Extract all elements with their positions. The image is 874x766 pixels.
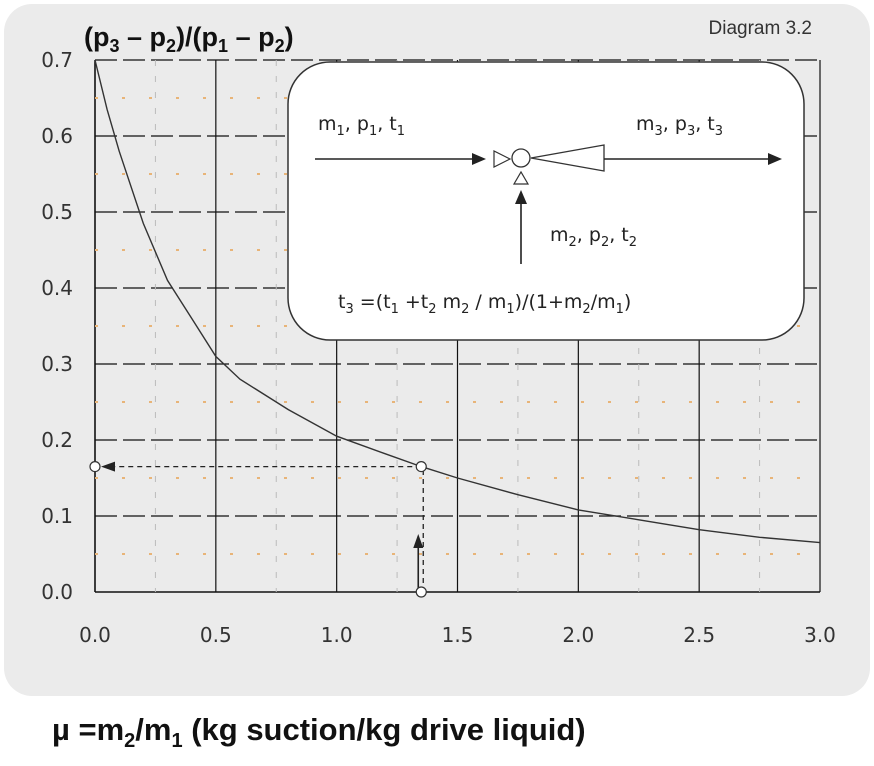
guide-arrow-head-left [101,461,115,472]
y-axis-title: (p3 – p2)/(p1 – p2) [84,22,294,56]
x-tick-label: 2.5 [683,623,715,647]
annotation-point [415,461,427,473]
diffuser-icon [530,144,605,172]
suction-arrow-head [515,190,527,204]
inlet-arrow-head [472,153,486,165]
diagram-label: Diagram 3.2 [709,18,813,39]
x-tick-label: 2.0 [562,623,594,647]
nozzle-icon [493,150,512,168]
mixing-formula: t3 =(t1 +t2 m2 / m1)/(1+m2/m1) [338,291,631,317]
x-axis-label: µ =m2/m1 (kg suction/kg drive liquid) [52,712,586,753]
y-tick-label: 0.7 [41,48,73,72]
y-tick-label: 0.5 [41,200,73,224]
mixing-chamber-icon [511,148,531,168]
x-tick-label: 1.5 [442,623,474,647]
annotation [89,461,427,598]
guide-arrow-up-head [413,534,424,548]
y-tick-label: 0.4 [41,276,73,300]
outlet-label: m3, p3, t3 [636,113,723,139]
x-tick-label: 1.0 [321,623,353,647]
y-tick-label: 0.6 [41,124,73,148]
annotation-point-x-axis [415,586,427,598]
outlet-arrow-head [768,153,782,165]
x-tick-label: 3.0 [804,623,836,647]
suction-label: m2, p2, t2 [550,224,637,250]
x-ticks: 0.0 0.5 1.0 1.5 2.0 2.5 3.0 [79,623,836,647]
y-tick-label: 0.3 [41,352,73,376]
inset-box [287,61,805,341]
x-tick-label: 0.0 [79,623,111,647]
ejector-schematic: m1, p1, t1 m3, p3, t3 m2, p2, t2 t3 =(t1… [287,61,805,341]
series-line [94,59,821,544]
annotation-point-y-axis [89,461,101,473]
y-ticks: 0.0 0.1 0.2 0.3 0.4 0.5 0.6 0.7 [41,48,73,604]
y-tick-label: 0.2 [41,428,73,452]
x-tick-label: 0.5 [200,623,232,647]
y-tick-label: 0.0 [41,580,73,604]
suction-inlet-icon [512,170,530,185]
inlet-label: m1, p1, t1 [318,113,405,139]
y-tick-label: 0.1 [41,504,73,528]
